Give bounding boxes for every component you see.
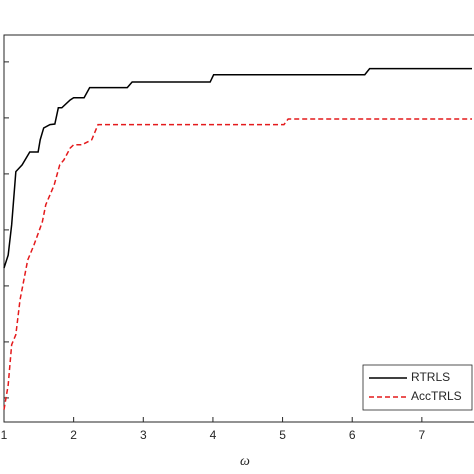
x-tick-label: 5 [279,428,286,442]
x-tick-label: 4 [210,428,217,442]
x-tick-label: 3 [140,428,147,442]
x-tick-label: 7 [419,428,426,442]
legend-label: AccTRLS [411,389,462,403]
legend-box [362,364,473,411]
x-axis-label: ω [240,454,250,469]
x-tick-label: 1 [1,428,8,442]
line [3,118,472,410]
x-tick-label: 6 [349,428,356,442]
x-tick-label: 2 [70,428,77,442]
legend-label: RTRLS [411,370,450,384]
plot-frame [3,34,474,423]
line [3,67,472,269]
